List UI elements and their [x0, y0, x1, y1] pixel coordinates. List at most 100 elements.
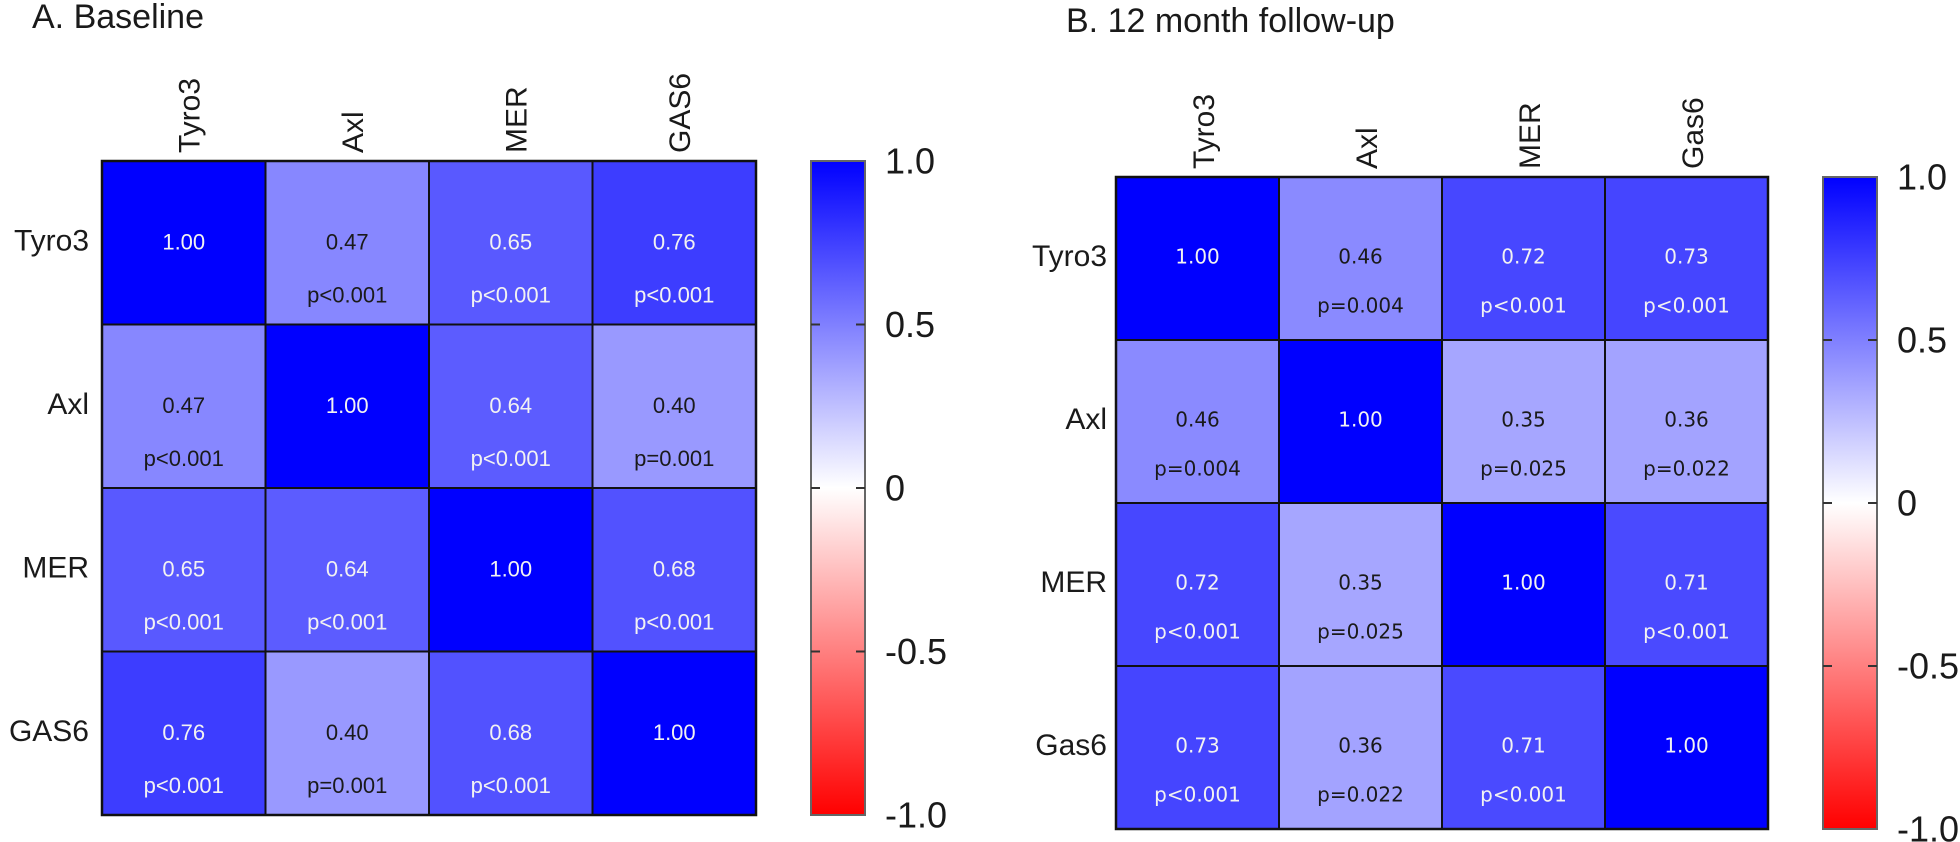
column-label: MER	[1514, 102, 1547, 169]
heatmap-cell: 0.73 p<0.001	[1604, 176, 1769, 341]
colorbar-tick-label: 0	[885, 468, 905, 509]
heatmap-cell: 0.76 p<0.001	[591, 160, 757, 326]
cell-value-label: 1.00	[326, 393, 369, 418]
heatmap-cell-fill	[591, 487, 757, 653]
cell-p-value-label: p<0.001	[307, 609, 387, 634]
heatmap-cell: 0.76 p<0.001	[101, 650, 267, 816]
cell-value-label: 0.47	[326, 229, 369, 254]
panel-a-title: A. Baseline	[32, 0, 204, 36]
heatmap-cell: 1.00	[1604, 665, 1769, 830]
heatmap-cell-fill	[1278, 339, 1443, 504]
cell-p-value-label: p=0.001	[634, 446, 714, 471]
colorbar-tick-label: 1.0	[1897, 157, 1947, 198]
heatmap-cell: 0.46 p=0.004	[1115, 339, 1280, 504]
cell-value-label: 0.36	[1664, 408, 1709, 432]
heatmap-cell-fill	[428, 487, 594, 653]
row-label: Gas6	[1035, 729, 1107, 762]
heatmap-cell-fill	[1278, 502, 1443, 667]
row-label: Tyro3	[1032, 240, 1107, 273]
cell-p-value-label: p<0.001	[144, 773, 224, 798]
heatmap-cell-fill	[1441, 665, 1606, 830]
colorbar-tick-label: 1.0	[885, 141, 935, 182]
heatmap-cell: 0.65 p<0.001	[101, 487, 267, 653]
cell-value-label: 1.00	[653, 720, 696, 745]
heatmap-cell: 0.64 p<0.001	[428, 323, 594, 489]
cell-value-label: 0.46	[1175, 408, 1220, 432]
colorbar: 1.0 0.5 0 -0.5 -1.0	[810, 141, 947, 836]
heatmap-cell: 0.65 p<0.001	[428, 160, 594, 326]
cell-p-value-label: p<0.001	[144, 446, 224, 471]
heatmap-cell: 0.36 p=0.022	[1278, 665, 1443, 830]
heatmap-cell: 1.00	[264, 323, 430, 489]
heatmap-cell-fill	[1604, 665, 1769, 830]
heatmap-cell-fill	[1604, 339, 1769, 504]
cell-value-label: 1.00	[162, 229, 205, 254]
heatmap-cell: 0.40 p=0.001	[591, 323, 757, 489]
column-label: Axl	[337, 111, 370, 153]
row-label: GAS6	[9, 715, 89, 748]
heatmap-cell: 1.00	[591, 650, 757, 816]
heatmap-cell: 0.35 p=0.025	[1441, 339, 1606, 504]
colorbar-tick-label: -0.5	[885, 631, 947, 672]
heatmap-cell-fill	[101, 323, 267, 489]
heatmap-cell-fill	[591, 323, 757, 489]
colorbar-tick-label: 0	[1897, 483, 1917, 524]
heatmap-cell: 0.72 p<0.001	[1441, 176, 1606, 341]
heatmap-cell-fill	[1115, 339, 1280, 504]
cell-value-label: 1.00	[1664, 734, 1709, 758]
cell-p-value-label: p<0.001	[1480, 783, 1567, 807]
cell-p-value-label: p<0.001	[144, 609, 224, 634]
cell-p-value-label: p<0.001	[1154, 783, 1241, 807]
panel-b-heatmap: 1.00 0.46p=0.0040.72p<0.0010.73p<0.0010.4…	[1032, 94, 1959, 842]
column-label: GAS6	[664, 73, 697, 153]
row-label: Tyro3	[14, 224, 89, 257]
cell-value-label: 0.76	[162, 720, 205, 745]
heatmap-border	[1114, 175, 1770, 831]
cell-value-label: 0.40	[653, 393, 696, 418]
heatmap-cell-fill	[264, 323, 430, 489]
cell-p-value-label: p=0.022	[1643, 457, 1730, 481]
heatmap-cell-fill	[264, 650, 430, 816]
heatmap-cell: 0.68 p<0.001	[428, 650, 594, 816]
heatmap-cell-fill	[1604, 502, 1769, 667]
heatmap-cell: 1.00	[1441, 502, 1606, 667]
cell-p-value-label: p=0.025	[1317, 620, 1404, 644]
cell-p-value-label: p=0.004	[1317, 294, 1404, 318]
heatmap-cell: 0.71 p<0.001	[1441, 665, 1606, 830]
cell-value-label: 1.00	[1501, 571, 1546, 595]
cell-value-label: 0.68	[653, 556, 696, 581]
heatmap-border	[100, 159, 758, 817]
heatmap-cell-fill	[1115, 502, 1280, 667]
cell-value-label: 0.46	[1338, 245, 1383, 269]
cell-value-label: 0.64	[489, 393, 532, 418]
heatmap-cell: 1.00	[1278, 339, 1443, 504]
row-label: MER	[22, 551, 89, 584]
column-label: Gas6	[1677, 97, 1710, 169]
column-label: Axl	[1351, 127, 1384, 169]
heatmap-cell: 0.47 p<0.001	[264, 160, 430, 326]
heatmap-cell: 0.46 p=0.004	[1278, 176, 1443, 341]
cell-value-label: 0.64	[326, 556, 369, 581]
heatmap-cell: 1.00	[101, 160, 267, 326]
heatmap-cell: 1.00	[1115, 176, 1280, 341]
cell-value-label: 0.47	[162, 393, 205, 418]
cell-p-value-label: p<0.001	[634, 282, 714, 307]
cell-value-label: 0.65	[489, 229, 532, 254]
cell-value-label: 0.68	[489, 720, 532, 745]
cell-value-label: 0.35	[1338, 571, 1383, 595]
heatmap-cell: 0.68 p<0.001	[591, 487, 757, 653]
row-label: MER	[1040, 566, 1107, 599]
cell-p-value-label: p<0.001	[1480, 294, 1567, 318]
heatmap-cell: 1.00	[428, 487, 594, 653]
colorbar-tick-label: 0.5	[1897, 320, 1947, 361]
cell-p-value-label: p<0.001	[307, 282, 387, 307]
cell-value-label: 1.00	[1338, 408, 1383, 432]
cell-p-value-label: p=0.001	[307, 773, 387, 798]
colorbar: 1.0 0.5 0 -0.5 -1.0	[1822, 157, 1959, 842]
heatmap-cell-fill	[428, 323, 594, 489]
heatmap-cell: 0.36 p=0.022	[1604, 339, 1769, 504]
cell-value-label: 0.73	[1175, 734, 1220, 758]
cell-value-label: 0.76	[653, 229, 696, 254]
row-label: Axl	[1065, 403, 1107, 436]
